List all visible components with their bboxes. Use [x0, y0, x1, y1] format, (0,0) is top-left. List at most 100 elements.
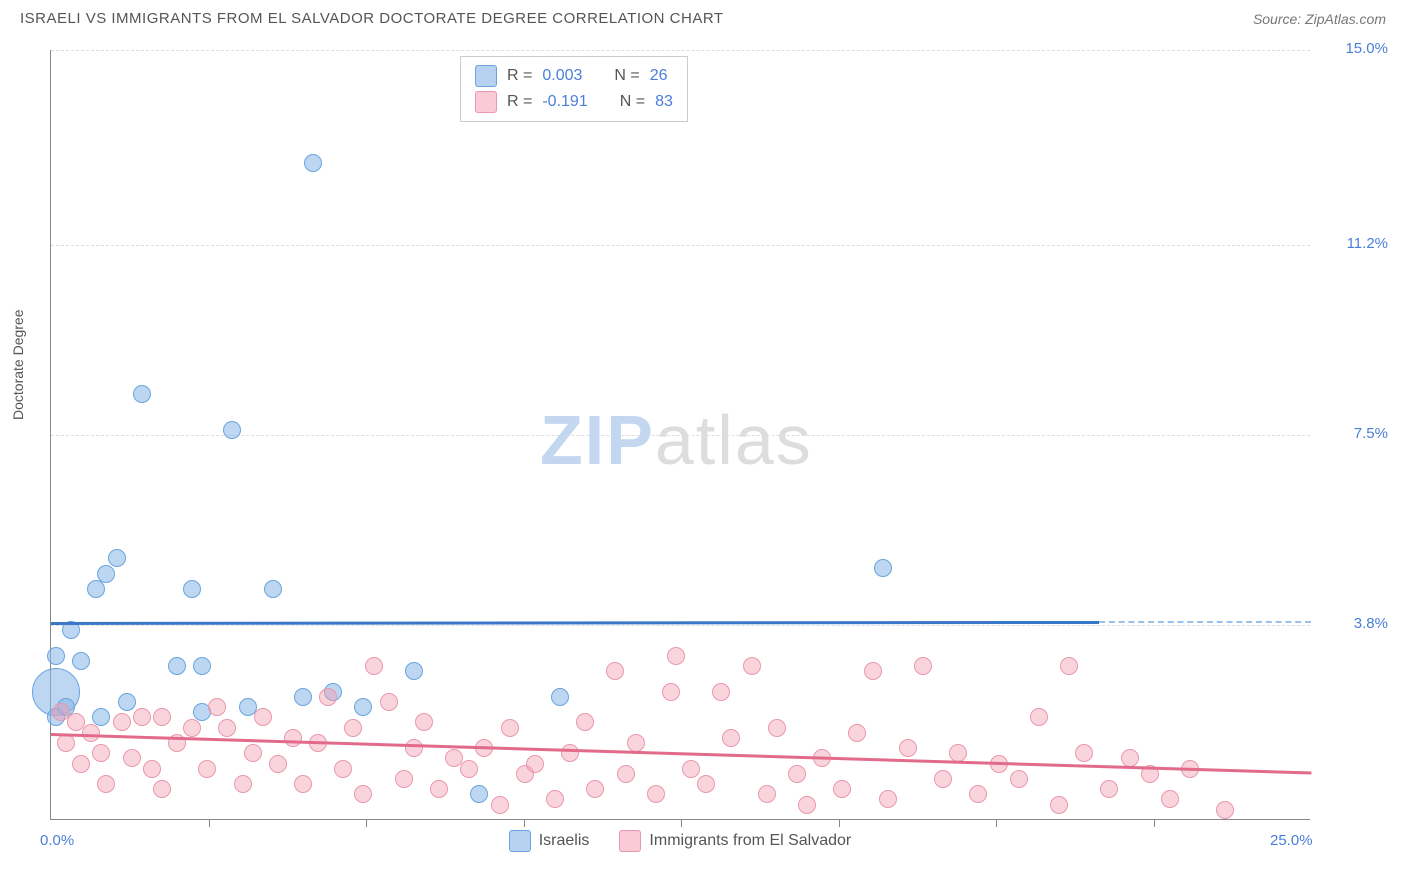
x-tick	[681, 819, 682, 827]
data-point	[1216, 801, 1234, 819]
legend-swatch	[509, 830, 531, 852]
x-tick	[839, 819, 840, 827]
data-point	[1100, 780, 1118, 798]
y-tick-label: 7.5%	[1354, 425, 1388, 442]
data-point	[833, 780, 851, 798]
data-point	[82, 724, 100, 742]
x-tick	[209, 819, 210, 827]
data-point	[1075, 744, 1093, 762]
data-point	[768, 719, 786, 737]
data-point	[244, 744, 262, 762]
data-point	[133, 708, 151, 726]
data-point	[546, 790, 564, 808]
legend-label: Israelis	[539, 832, 590, 850]
trend-line-dash	[1099, 621, 1311, 623]
data-point	[1060, 657, 1078, 675]
data-point	[72, 652, 90, 670]
data-point	[365, 657, 383, 675]
gridline	[51, 50, 1310, 51]
data-point	[344, 719, 362, 737]
data-point	[183, 580, 201, 598]
data-point	[72, 755, 90, 773]
data-point	[223, 421, 241, 439]
gridline	[51, 245, 1310, 246]
data-point	[722, 729, 740, 747]
data-point	[501, 719, 519, 737]
data-point	[183, 719, 201, 737]
legend-stats-row: R = -0.191 N = 83	[475, 89, 673, 115]
data-point	[168, 657, 186, 675]
legend-r-label: R =	[507, 93, 532, 111]
data-point	[627, 734, 645, 752]
legend-stats-row: R = 0.003 N = 26	[475, 63, 673, 89]
data-point	[269, 755, 287, 773]
legend-n-label: N =	[614, 67, 639, 85]
data-point	[576, 713, 594, 731]
source-name: ZipAtlas.com	[1305, 11, 1386, 27]
data-point	[47, 647, 65, 665]
data-point	[57, 734, 75, 752]
source-prefix: Source:	[1253, 11, 1305, 27]
data-point	[864, 662, 882, 680]
data-point	[848, 724, 866, 742]
data-point	[697, 775, 715, 793]
data-point	[460, 760, 478, 778]
data-point	[758, 785, 776, 803]
legend-swatch	[619, 830, 641, 852]
data-point	[667, 647, 685, 665]
data-point	[743, 657, 761, 675]
data-point	[934, 770, 952, 788]
data-point	[415, 713, 433, 731]
data-point	[561, 744, 579, 762]
y-tick-label: 11.2%	[1347, 235, 1388, 252]
data-point	[470, 785, 488, 803]
legend-r-label: R =	[507, 67, 532, 85]
data-point	[1161, 790, 1179, 808]
data-point	[118, 693, 136, 711]
legend-swatch	[475, 91, 497, 113]
source-attribution: Source: ZipAtlas.com	[1253, 11, 1386, 27]
data-point	[914, 657, 932, 675]
data-point	[606, 662, 624, 680]
data-point	[682, 760, 700, 778]
data-point	[551, 688, 569, 706]
data-point	[1010, 770, 1028, 788]
data-point	[874, 559, 892, 577]
data-point	[1030, 708, 1048, 726]
legend-item: Israelis	[509, 830, 590, 852]
data-point	[354, 785, 372, 803]
legend-swatch	[475, 65, 497, 87]
y-tick-label: 3.8%	[1354, 615, 1388, 632]
legend-n-value: 83	[655, 93, 673, 111]
legend-label: Immigrants from El Salvador	[649, 832, 851, 850]
data-point	[294, 688, 312, 706]
legend-r-value: -0.191	[542, 93, 587, 111]
data-point	[87, 580, 105, 598]
data-point	[133, 385, 151, 403]
y-tick-label: 15.0%	[1345, 40, 1388, 57]
x-tick	[1154, 819, 1155, 827]
data-point	[969, 785, 987, 803]
data-point	[586, 780, 604, 798]
data-point	[108, 549, 126, 567]
data-point	[662, 683, 680, 701]
data-point	[304, 154, 322, 172]
data-point	[395, 770, 413, 788]
scatter-chart	[50, 50, 1310, 820]
data-point	[92, 744, 110, 762]
x-tick	[996, 819, 997, 827]
data-point	[97, 565, 115, 583]
data-point	[193, 657, 211, 675]
legend-n-label: N =	[620, 93, 645, 111]
data-point	[143, 760, 161, 778]
data-point	[208, 698, 226, 716]
x-tick-label: 25.0%	[1270, 832, 1313, 849]
legend-stats: R = 0.003 N = 26 R = -0.191 N = 83	[460, 56, 688, 122]
legend-n-value: 26	[650, 67, 668, 85]
legend-r-value: 0.003	[542, 67, 582, 85]
x-tick	[524, 819, 525, 827]
data-point	[647, 785, 665, 803]
data-point	[97, 775, 115, 793]
data-point	[405, 662, 423, 680]
data-point	[123, 749, 141, 767]
